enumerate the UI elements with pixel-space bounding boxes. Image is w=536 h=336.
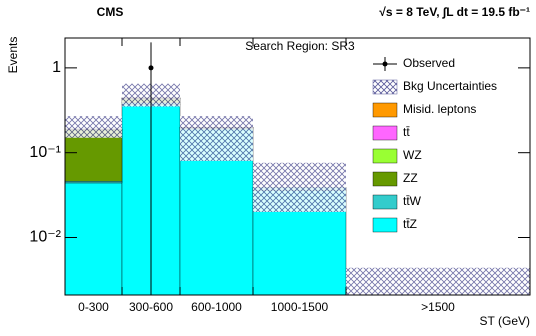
y-tick-label: 10⁻¹ [29,144,61,161]
uncertainty-band [253,163,346,212]
x-tick-label: >1500 [421,300,455,314]
x-tick-label: 600-1000 [191,300,242,314]
legend-label: WZ [403,148,422,162]
legend-swatch [373,126,397,140]
legend-label: tt̄W [403,194,422,208]
legend-swatch [373,218,397,232]
legend-swatch [373,103,397,117]
bar-segment [65,183,122,295]
x-tick-label: 1000-1500 [271,300,329,314]
legend-label: Misid. leptons [403,102,476,116]
annotation: Search Region: SR3 [245,39,355,53]
chart-subtitle: √s = 8 TeV, ∫L dt = 19.5 fb⁻¹ [379,5,530,19]
legend-swatch [373,149,397,163]
legend-label: tt̄ [403,125,410,139]
x-tick-label: 300-600 [129,300,173,314]
chart-title: CMS [97,5,124,19]
observed-point [149,65,154,70]
x-tick-label: 0-300 [78,300,109,314]
legend-label: Bkg Uncertainties [403,79,497,93]
y-axis-label: Events [6,37,20,74]
legend-label: Observed [403,56,455,70]
bar-segment [65,181,122,183]
uncertainty-band [65,116,122,138]
legend-swatch [373,172,397,186]
y-tick-label: 1 [52,59,61,76]
legend-marker [383,62,388,67]
legend-label: ZZ [403,171,418,185]
legend-label: tt̄Z [403,217,417,231]
x-axis-label: ST (GeV) [480,314,530,328]
uncertainty-band [180,116,253,161]
uncertainty-band [346,268,530,295]
legend-swatch [373,195,397,209]
y-tick-label: 10⁻² [29,229,61,246]
legend-swatch [373,80,397,94]
